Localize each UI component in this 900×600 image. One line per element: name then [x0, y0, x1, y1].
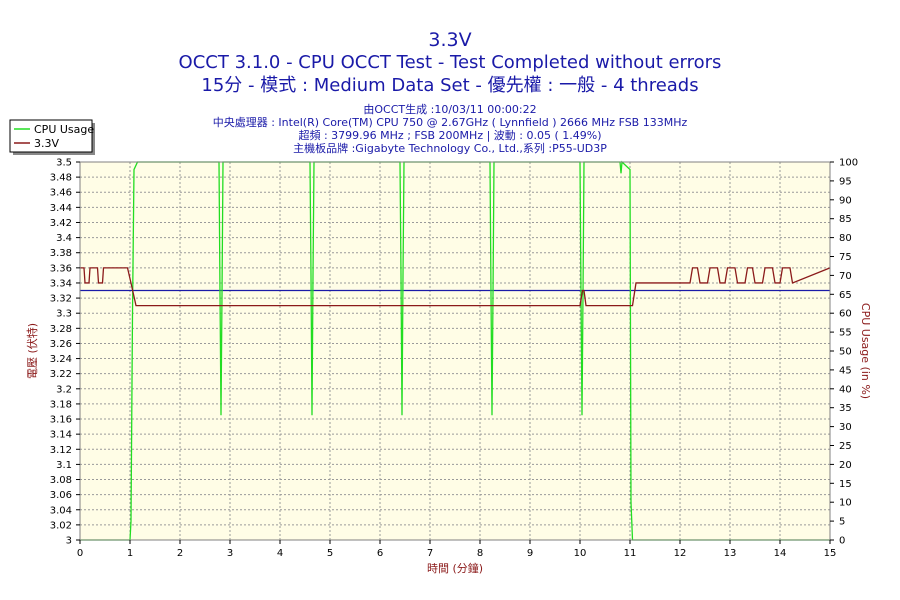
y2-tick-label: 5	[839, 517, 845, 528]
x-axis-ticks: 0 1 2 3 4 5 6 7 8 9 10 11 12 13 14 15	[77, 540, 837, 559]
y-tick-label: 3.14	[50, 430, 72, 441]
y-tick-label: 3.26	[50, 339, 72, 350]
y-axis-ticks: 3 3.02 3.04 3.06 3.08 3.1 3.12 3.14 3.16 3.18 3.2 3…	[50, 158, 80, 547]
y-tick-label: 3.06	[50, 490, 72, 501]
x-axis-label: 時間 (分鐘)	[427, 561, 483, 575]
x-tick-label: 12	[674, 548, 687, 559]
y2-tick-label: 35	[839, 403, 852, 414]
y2-tick-label: 95	[839, 176, 852, 187]
y-tick-label: 3.34	[50, 278, 72, 289]
y-tick-label: 3.32	[50, 294, 72, 305]
info-line-overclock: 超頻 : 3799.96 MHz ; FSB 200MHz | 波動 : 0.0…	[298, 128, 601, 142]
y-tick-label: 3.42	[50, 218, 72, 229]
y-tick-label: 3.22	[50, 369, 72, 380]
plot-area	[80, 162, 830, 540]
x-tick-label: 4	[277, 548, 283, 559]
y-tick-label: 3.04	[50, 505, 72, 516]
info-line-generated: 由OCCT生成 :10/03/11 00:00:22	[363, 102, 536, 116]
x-tick-label: 7	[427, 548, 433, 559]
y-axis-label: 電壓 (伏特)	[25, 323, 39, 379]
y-tick-label: 3.44	[50, 203, 72, 214]
y2-tick-label: 15	[839, 479, 852, 490]
y-tick-label: 3.24	[50, 354, 72, 365]
y2-tick-label: 0	[839, 536, 845, 547]
y2-tick-label: 85	[839, 214, 852, 225]
y2-tick-label: 40	[839, 384, 852, 395]
x-tick-label: 8	[477, 548, 483, 559]
y2-tick-label: 20	[839, 460, 852, 471]
legend-label-3-3v: 3.3V	[34, 137, 59, 150]
x-tick-label: 5	[327, 548, 333, 559]
y2-tick-label: 25	[839, 441, 852, 452]
y2-tick-label: 100	[839, 158, 858, 169]
y2-tick-label: 60	[839, 309, 852, 320]
chart-subtitle-2: 15分 - 模式 : Medium Data Set - 優先權 : 一般 - …	[201, 75, 698, 96]
y-tick-label: 3.1	[56, 460, 72, 471]
info-line-cpu: 中央處理器 : Intel(R) Core(TM) CPU 750 @ 2.67…	[213, 115, 688, 129]
y2-axis-label: CPU Usage (in %)	[859, 303, 872, 399]
y2-tick-label: 50	[839, 347, 852, 358]
y-tick-label: 3.02	[50, 520, 72, 531]
x-tick-label: 10	[574, 548, 587, 559]
y-tick-label: 3.4	[56, 233, 72, 244]
y-tick-label: 3.36	[50, 263, 72, 274]
x-tick-label: 9	[527, 548, 533, 559]
legend: CPU Usage 3.3V	[9, 119, 95, 155]
info-line-motherboard: 主機板品牌 :Gigabyte Technology Co., Ltd.,系列 …	[293, 141, 607, 155]
y-tick-label: 3.08	[50, 475, 72, 486]
x-tick-label: 14	[774, 548, 787, 559]
y2-tick-label: 30	[839, 422, 852, 433]
x-tick-label: 3	[227, 548, 233, 559]
chart-subtitle: OCCT 3.1.0 - CPU OCCT Test - Test Comple…	[179, 52, 722, 73]
y-tick-label: 3.18	[50, 399, 72, 410]
legend-label-cpu-usage: CPU Usage	[34, 123, 94, 136]
y-tick-label: 3.46	[50, 188, 72, 199]
y2-tick-label: 55	[839, 328, 852, 339]
y2-tick-label: 80	[839, 233, 852, 244]
x-tick-label: 0	[77, 548, 83, 559]
y-tick-label: 3.2	[56, 384, 72, 395]
x-tick-label: 1	[127, 548, 133, 559]
y-tick-label: 3.12	[50, 445, 72, 456]
y-tick-label: 3.38	[50, 248, 72, 259]
x-tick-label: 6	[377, 548, 383, 559]
legend-box	[9, 119, 93, 153]
chart-title: 3.3V	[428, 29, 471, 51]
y2-axis-ticks: 0 5 10 15 20 25 30 35 40 45 50 55 60 65 70 75 80 85 90 95 10…	[830, 158, 858, 547]
x-tick-label: 11	[624, 548, 637, 559]
y-tick-label: 3.48	[50, 173, 72, 184]
y2-tick-label: 75	[839, 252, 852, 263]
x-tick-label: 15	[824, 548, 837, 559]
y2-tick-label: 10	[839, 498, 852, 509]
y-tick-label: 3.28	[50, 324, 72, 335]
y2-tick-label: 45	[839, 365, 852, 376]
x-tick-label: 13	[724, 548, 737, 559]
y2-tick-label: 65	[839, 290, 852, 301]
y2-tick-label: 90	[839, 195, 852, 206]
y-tick-label: 3.5	[56, 158, 72, 169]
y-tick-label: 3.16	[50, 415, 72, 426]
x-tick-label: 2	[177, 548, 183, 559]
y-tick-label: 3.3	[56, 309, 72, 320]
y2-tick-label: 70	[839, 271, 852, 282]
series-line-3-3v	[80, 267, 831, 307]
grid-lines	[80, 162, 830, 540]
y-tick-label: 3	[66, 536, 72, 547]
